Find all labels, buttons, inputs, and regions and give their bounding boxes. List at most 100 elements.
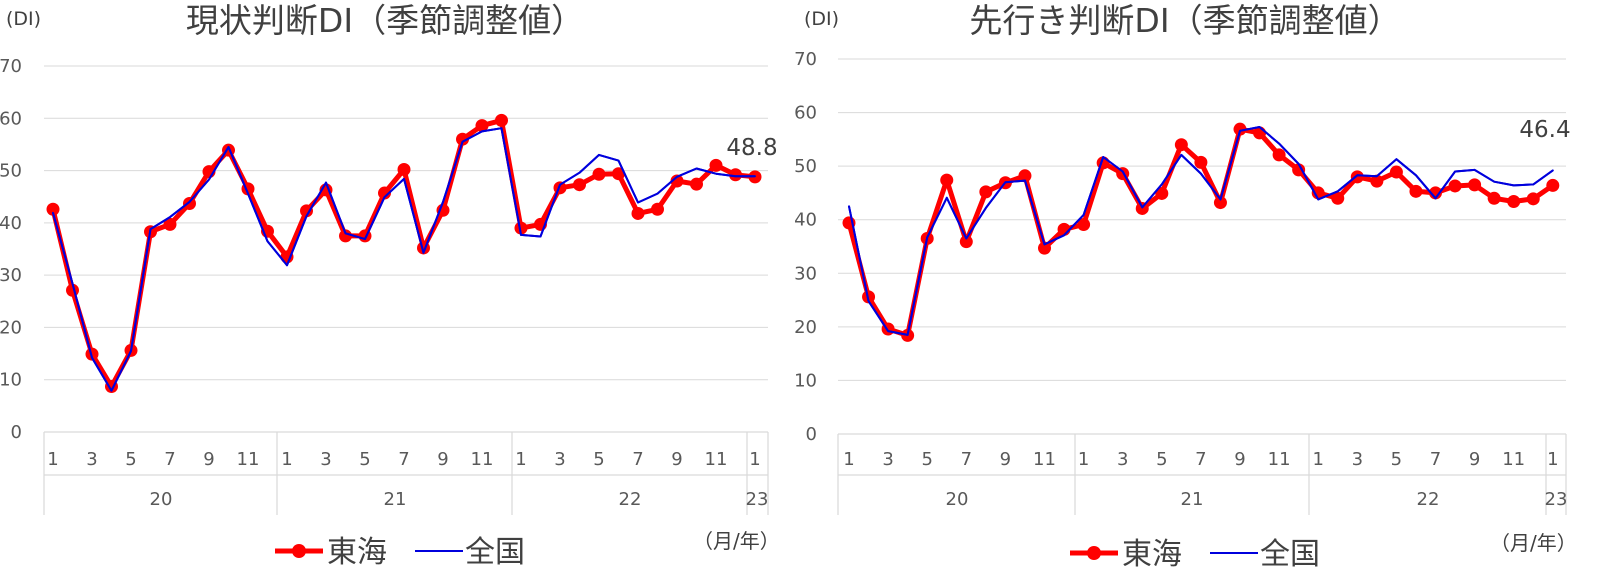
data-point-tokai <box>1311 186 1325 200</box>
data-point-tokai <box>1292 163 1306 177</box>
x-tick-label-month: 11 <box>1268 449 1291 470</box>
data-point-tokai <box>1429 186 1442 200</box>
data-point-tokai <box>1468 178 1482 192</box>
x-tick-label-month: 9 <box>437 449 448 470</box>
x-tick-label-month: 1 <box>749 449 760 470</box>
y-tick-label: 60 <box>0 108 22 129</box>
x-tick-label-month: 1 <box>281 449 292 470</box>
legend-label-tokai: 東海 <box>1122 537 1182 572</box>
x-tick-label-month: 11 <box>471 449 494 470</box>
x-tick-label-month: 1 <box>843 449 854 470</box>
y-tick-label: 20 <box>794 317 817 338</box>
data-point-tokai <box>1038 241 1051 255</box>
data-point-tokai <box>495 113 508 127</box>
data-point-tokai <box>1077 218 1091 232</box>
y-tick-label: 60 <box>794 103 817 124</box>
y-tick-label: 0 <box>806 424 817 445</box>
data-point-tokai <box>378 186 391 200</box>
data-point-tokai <box>514 221 528 235</box>
x-tick-label-month: 3 <box>1352 449 1363 470</box>
x-tick-label-month: 9 <box>1469 449 1480 470</box>
x-axis-unit-label: （月/年） <box>1490 531 1577 555</box>
data-point-tokai <box>163 217 177 231</box>
data-point-tokai <box>183 197 196 211</box>
x-tick-label-year: 23 <box>746 489 769 510</box>
series-line-zenkoku-overlay <box>848 126 1554 336</box>
x-tick-label-month: 3 <box>554 449 565 470</box>
x-tick-label-month: 11 <box>1502 449 1525 470</box>
data-point-tokai <box>1155 186 1169 200</box>
x-tick-label-year: 21 <box>1181 489 1204 510</box>
chart-genjo: 現状判断DI（季節調整値） (DI) 0 10 20 30 40 50 60 70 1 3 5 7 9 11 1… <box>0 1 780 570</box>
data-point-tokai <box>1546 178 1560 192</box>
chart-title: 現状判断DI（季節調整値） <box>186 1 584 40</box>
x-tick-label-year: 22 <box>619 489 642 510</box>
y-axis-unit-label: (DI) <box>6 8 41 30</box>
data-point-tokai <box>456 132 469 146</box>
legend-label-tokai: 東海 <box>327 535 387 570</box>
x-tick-label-month: 3 <box>882 449 893 470</box>
x-tick-label-month: 7 <box>1430 449 1441 470</box>
data-point-tokai <box>553 181 567 195</box>
data-point-tokai <box>729 168 742 182</box>
chart-title: 先行き判断DI（季節調整値） <box>969 1 1400 40</box>
x-tick-label-month: 7 <box>164 449 175 470</box>
y-axis-unit-label: (DI) <box>804 8 839 30</box>
data-point-tokai <box>1526 192 1540 206</box>
x-tick-label-month: 11 <box>1033 449 1056 470</box>
y-tick-label: 10 <box>0 370 22 391</box>
x-tick-label-month: 7 <box>961 449 972 470</box>
x-tick-label-month: 9 <box>203 449 214 470</box>
data-point-tokai <box>1194 155 1208 169</box>
x-tick-label-year: 22 <box>1417 489 1440 510</box>
data-point-tokai <box>651 202 664 216</box>
y-tick-label: 70 <box>0 56 22 77</box>
data-point-tokai <box>979 185 993 199</box>
data-point-tokai <box>397 163 411 177</box>
data-point-tokai <box>1389 165 1403 179</box>
x-tick-label-year: 23 <box>1545 489 1568 510</box>
x-tick-label-month: 5 <box>1391 449 1402 470</box>
y-tick-label: 10 <box>794 370 817 391</box>
x-tick-label-month: 1 <box>1312 449 1323 470</box>
legend-marker-tokai <box>292 544 306 558</box>
y-tick-label: 70 <box>794 49 817 70</box>
x-tick-label-month: 1 <box>1547 449 1558 470</box>
x-tick-label-month: 7 <box>1195 449 1206 470</box>
data-point-tokai <box>670 174 684 188</box>
data-point-tokai <box>592 167 606 181</box>
data-point-tokai <box>1233 122 1247 136</box>
y-tick-label: 40 <box>0 213 22 234</box>
data-point-tokai <box>1135 201 1149 215</box>
x-tick-label-month: 5 <box>125 449 136 470</box>
y-tick-label: 40 <box>794 210 817 231</box>
data-point-tokai <box>1507 195 1521 208</box>
y-tick-label: 30 <box>794 263 817 284</box>
data-point-tokai <box>1350 170 1364 184</box>
x-tick-label-month: 3 <box>1117 449 1128 470</box>
x-tick-label-month: 9 <box>1234 449 1245 470</box>
x-tick-label-month: 1 <box>1078 449 1089 470</box>
x-tick-label-year: 20 <box>946 489 969 510</box>
data-point-tokai <box>940 173 954 187</box>
y-tick-label: 50 <box>794 156 817 177</box>
x-tick-label-month: 11 <box>705 449 728 470</box>
series-line-zenkoku-overlay <box>52 127 755 392</box>
y-tick-label: 20 <box>0 317 22 338</box>
x-tick-label-month: 11 <box>237 449 260 470</box>
y-tick-label: 30 <box>0 265 22 286</box>
data-point-tokai <box>1018 169 1032 183</box>
x-tick-label-month: 1 <box>47 449 58 470</box>
data-point-tokai <box>573 178 586 192</box>
data-point-tokai <box>1272 148 1286 162</box>
x-tick-label-month: 1 <box>515 449 526 470</box>
data-point-tokai <box>436 203 450 217</box>
data-point-tokai <box>1409 184 1423 198</box>
x-axis-unit-label: （月/年） <box>693 529 780 553</box>
x-tick-label-month: 9 <box>1000 449 1011 470</box>
y-tick-label: 0 <box>11 422 22 443</box>
legend-label-zenkoku: 全国 <box>1260 537 1320 572</box>
x-tick-label-month: 5 <box>359 449 370 470</box>
legend-label-zenkoku: 全国 <box>465 535 525 570</box>
x-tick-label-month: 3 <box>86 449 97 470</box>
